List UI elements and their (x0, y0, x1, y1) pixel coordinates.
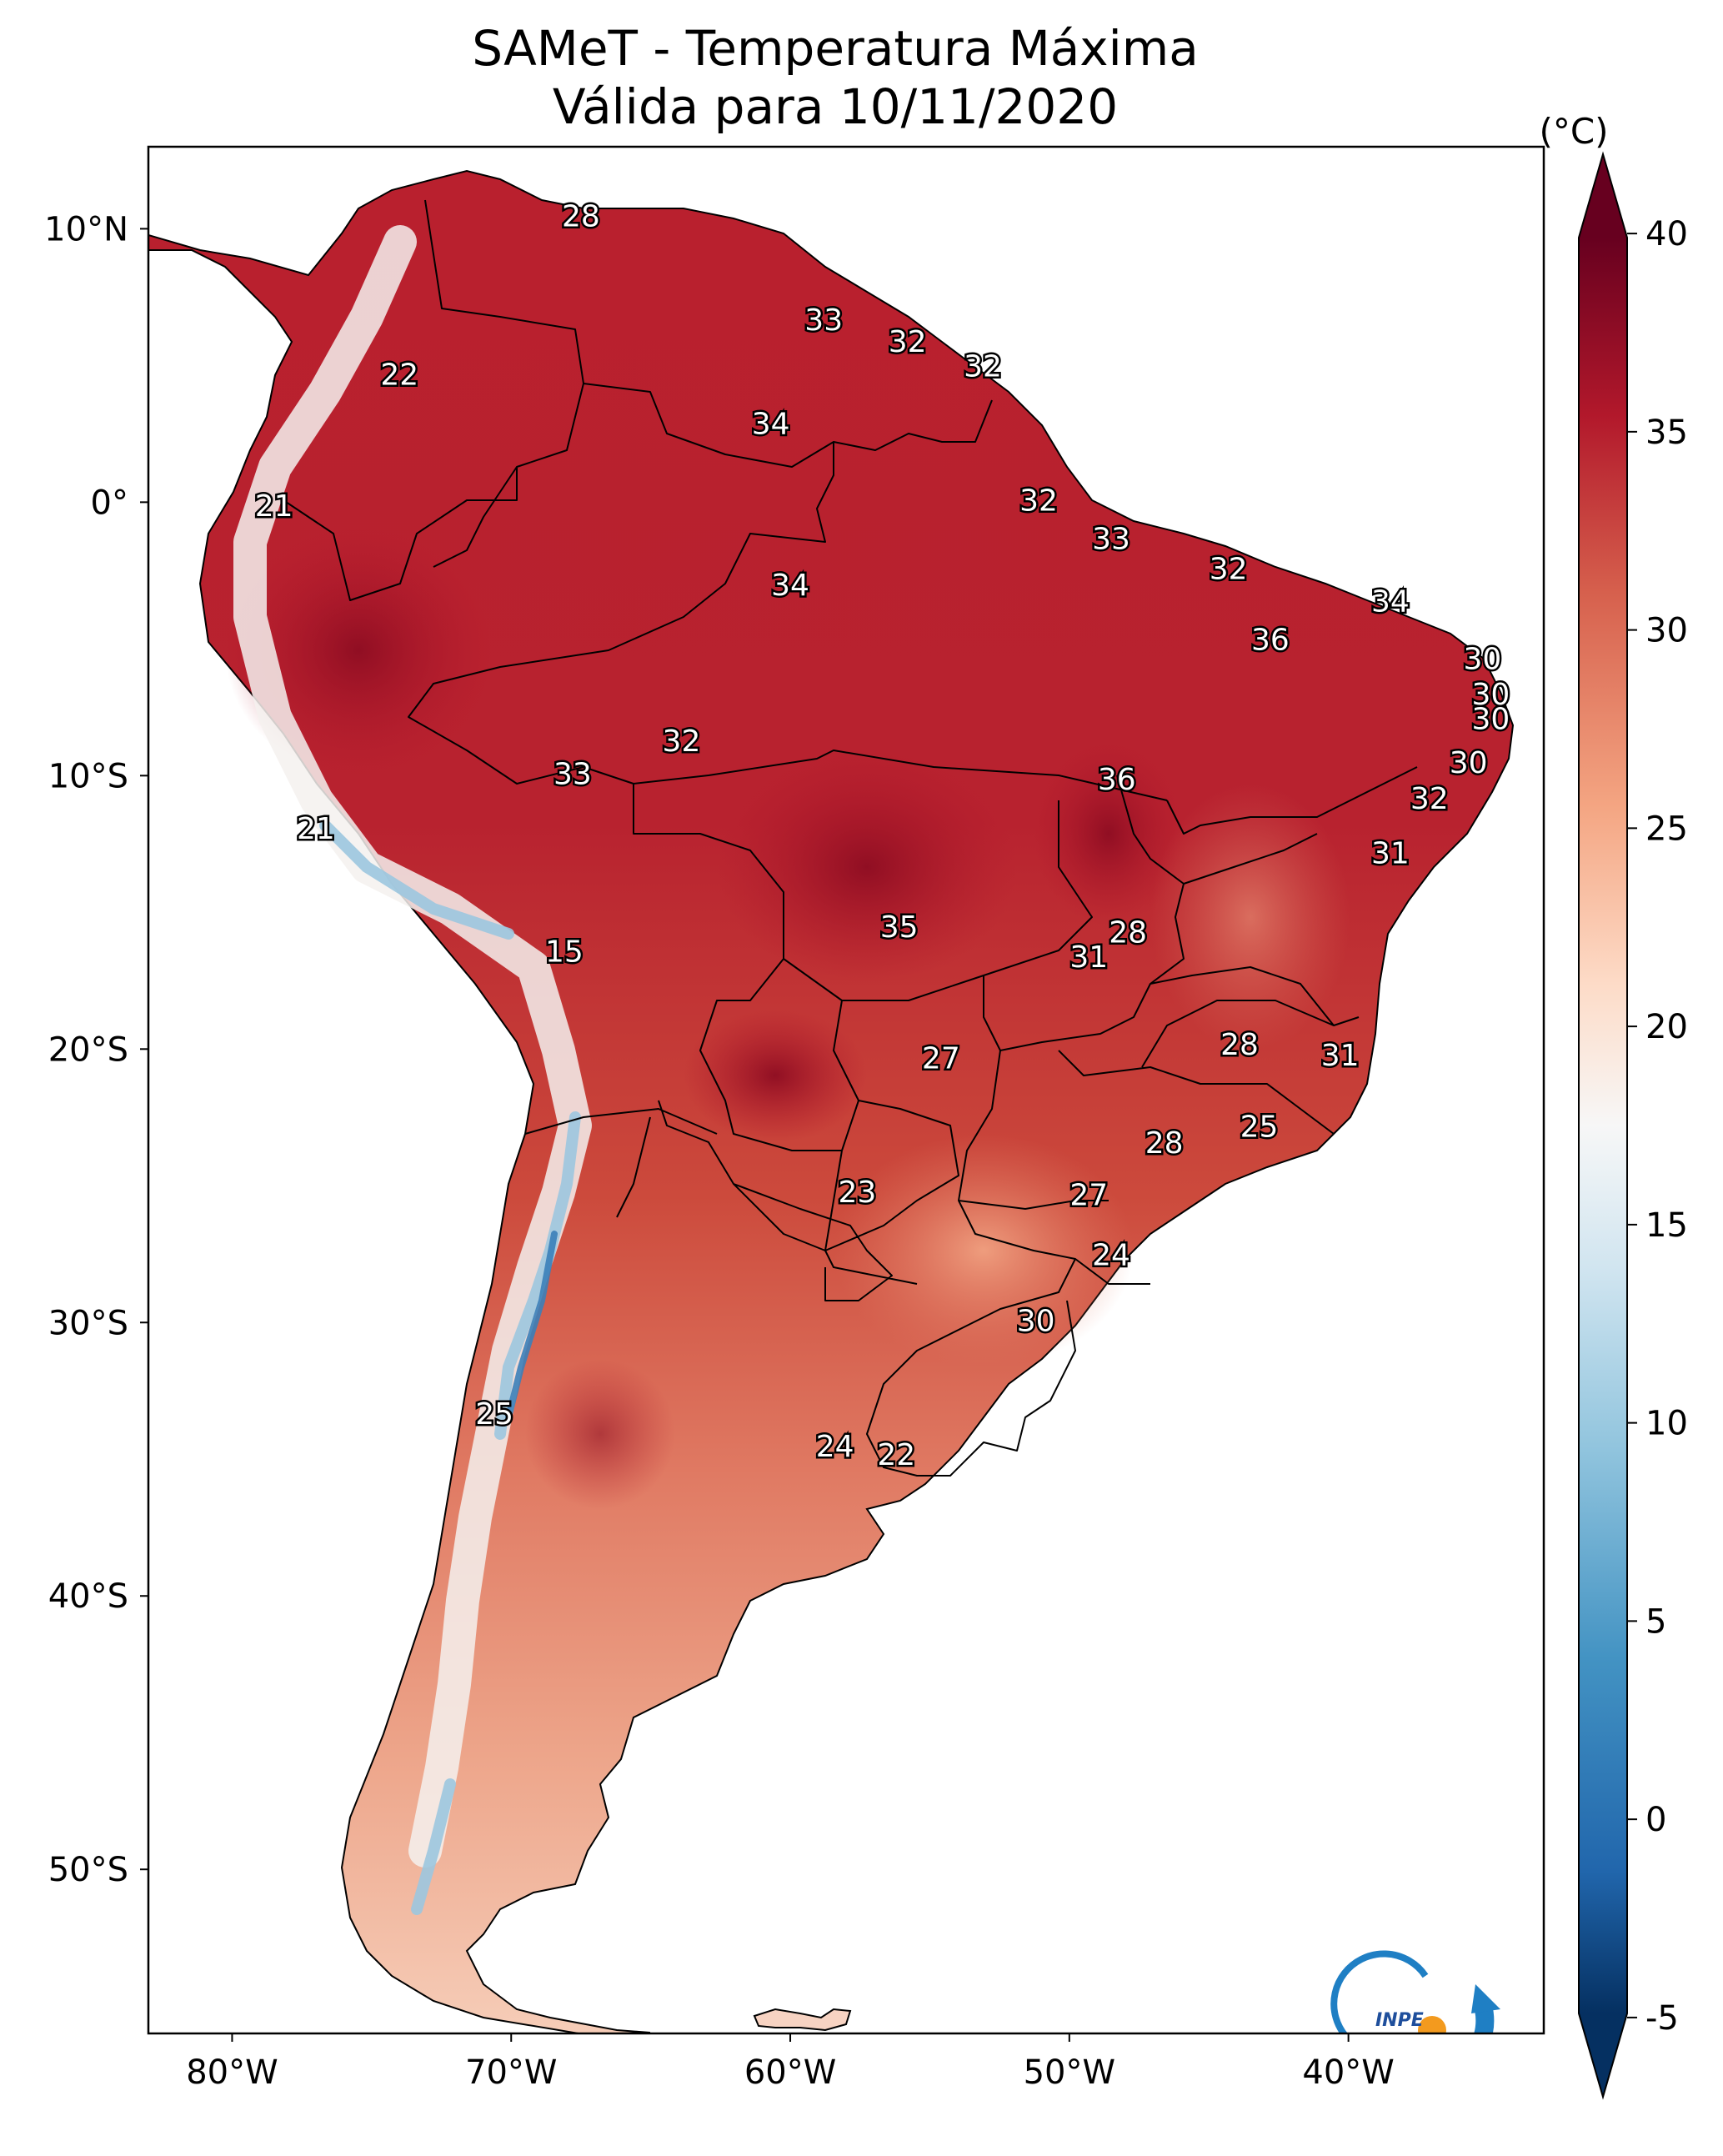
colorbar-ticks: 40 35 30 25 20 15 10 5 0 -5 (1627, 215, 1688, 2038)
city-temp-label: 36 (1098, 763, 1136, 797)
colorbar-tick-label: 0 (1645, 1801, 1666, 1839)
city-temp-label: 21 (297, 812, 335, 846)
city-temp-label: 22 (380, 358, 418, 392)
colorbar-upper-extend (1579, 154, 1627, 238)
city-temp-label: 28 (1109, 916, 1147, 950)
lat-tick-label: 10°N (44, 210, 128, 248)
andes-cool-strip (233, 225, 592, 1868)
colorbar-tick-label: 30 (1645, 612, 1688, 650)
colorbar-unit-label: (°C) (1539, 111, 1608, 152)
city-temp-label: 34 (752, 408, 790, 442)
city-temp-label: 32 (1410, 782, 1449, 816)
city-temp-label: 28 (1145, 1126, 1184, 1161)
inpe-logo: INPE (1330, 1950, 1500, 2033)
lat-tick-label: 10°S (48, 757, 128, 795)
city-temp-label: 32 (663, 725, 701, 759)
map-title-line1: SAMeT - Temperatura Máxima (472, 20, 1199, 77)
map-title-line2: Válida para 10/11/2020 (553, 78, 1118, 135)
logo-ring-icon (1330, 1950, 1429, 2033)
colorbar-lower-extend (1579, 2013, 1627, 2097)
colorbar-tick-label: 25 (1645, 810, 1688, 848)
city-temp-label: 28 (1220, 1028, 1259, 1062)
lon-tick-label: 80°W (186, 2053, 278, 2092)
city-temp-label: 28 (562, 199, 600, 233)
lon-tick-label: 60°W (744, 2053, 836, 2092)
city-temp-label: 15 (545, 935, 584, 970)
city-temp-label: 31 (1321, 1039, 1360, 1073)
hot-core-tocantins (1034, 742, 1184, 925)
political-borders (283, 199, 1418, 1477)
city-temp-label: 33 (804, 303, 843, 338)
colorbar: (°C) 40 35 30 25 20 15 10 5 0 -5 (1539, 111, 1688, 2100)
city-temp-label: 30 (1017, 1304, 1055, 1338)
logo-dot-icon (1418, 2016, 1446, 2033)
hot-core-cuyo (525, 1359, 675, 1509)
city-temp-label: 36 (1251, 624, 1290, 658)
colorbar-tick-label: -5 (1645, 1999, 1679, 2038)
lon-tick-label: 70°W (465, 2053, 557, 2092)
lat-tick-label: 40°S (48, 1577, 128, 1616)
hot-core-chaco (684, 1009, 867, 1142)
city-temp-label: 33 (1092, 522, 1130, 556)
warm-zone-bahia (1150, 784, 1350, 1050)
city-temp-label: 33 (553, 757, 592, 791)
logo-arrow-icon (1471, 1984, 1500, 2013)
lon-tick-label: 50°W (1024, 2053, 1115, 2092)
city-temp-label: 21 (255, 489, 293, 524)
falkland-islands (753, 2008, 852, 2032)
city-temp-label: 23 (838, 1176, 876, 1210)
colorbar-tick-label: 35 (1645, 414, 1688, 452)
hot-core-mato-grosso (717, 750, 1017, 984)
colorbar-tick-label: 15 (1645, 1206, 1688, 1245)
city-temp-label: 30 (1471, 703, 1510, 737)
city-temp-label: 24 (816, 1430, 854, 1464)
map-frame (147, 145, 1545, 2035)
city-temp-label: 32 (889, 325, 927, 359)
colorbar-tick-label: 10 (1645, 1405, 1688, 1443)
city-temp-label: 32 (1210, 552, 1248, 586)
city-temp-label: 32 (1019, 484, 1058, 518)
city-temp-label: 30 (1450, 746, 1488, 780)
lat-tick-label: 20°S (48, 1030, 128, 1069)
hot-core-peru-ecuador (225, 525, 492, 775)
city-temp-label: 25 (475, 1397, 513, 1431)
city-temp-label: 34 (771, 569, 809, 603)
city-temp-label: 31 (1069, 940, 1108, 975)
colorbar-tick-label: 5 (1645, 1602, 1666, 1641)
colorbar-gradient (1579, 238, 1627, 2013)
lat-tick-label: 50°S (48, 1851, 128, 1889)
colorbar-tick-label: 40 (1645, 215, 1688, 253)
andes-blue-core (505, 1231, 558, 1421)
city-temp-label: 25 (1240, 1110, 1279, 1144)
city-temp-label: 31 (1371, 836, 1410, 870)
logo-swoosh-icon (1474, 2000, 1495, 2033)
city-temp-label: 22 (877, 1438, 915, 1472)
colorbar-outline (1578, 151, 1628, 2100)
lat-tick-label: 30°S (48, 1304, 128, 1342)
city-temp-label: 27 (1069, 1178, 1108, 1212)
lon-tick-label: 40°W (1302, 2053, 1394, 2092)
city-temp-label: 35 (880, 910, 919, 945)
city-temp-label: 32 (964, 350, 1002, 384)
lat-tick-label: 0° (91, 484, 128, 522)
city-temp-label: 24 (1092, 1239, 1130, 1273)
warm-zone-sao-paulo (834, 1134, 1134, 1367)
latitude-axis: 10°N 0° 10°S 20°S 30°S 40°S 50°S (44, 210, 148, 1889)
logo-text: INPE (1375, 2010, 1424, 2031)
city-temp-label: 27 (922, 1041, 960, 1075)
longitude-axis: 80°W 70°W 60°W 50°W 40°W (186, 2033, 1395, 2092)
city-temp-label: 34 (1371, 585, 1410, 619)
colorbar-tick-label: 20 (1645, 1008, 1688, 1046)
city-temp-label: 30 (1463, 643, 1501, 677)
andes-cold-core (319, 820, 581, 1915)
city-temp-label: 30 (1471, 678, 1510, 712)
